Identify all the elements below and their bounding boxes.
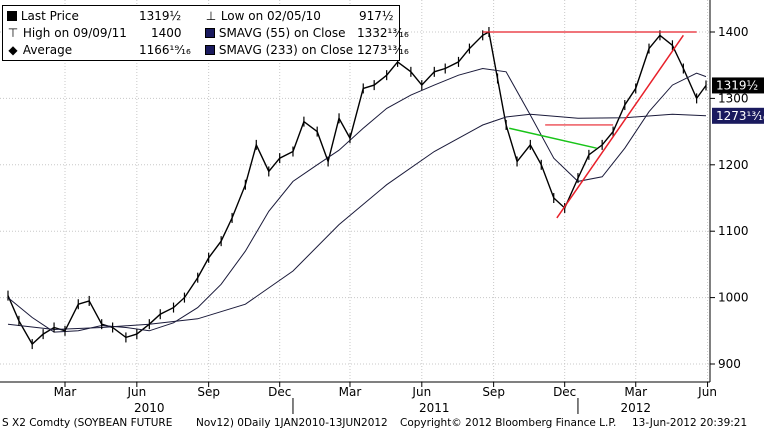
legend-label: Average — [22, 43, 73, 57]
high-marker-icon: ⊤ — [7, 26, 19, 40]
legend-label: Last Price — [20, 9, 79, 23]
legend: Last Price 1319½ ⊤ High on 09/09/11 1400… — [2, 5, 409, 61]
x-tick-label: Dec — [268, 385, 291, 399]
y-tick-label: 1100 — [718, 224, 749, 238]
footer-timestamp: 13-Jun-2012 20:39:21 — [632, 417, 748, 429]
price-flags: 1319½ 1273¹³⁄₁₆ — [712, 77, 764, 124]
x-tick-label: Jun — [126, 385, 146, 399]
last-price-flag — [712, 77, 764, 94]
legend-label: High on 09/09/11 — [22, 26, 127, 40]
y-axis: 900 1000 1100 1200 1300 1400 — [710, 25, 749, 371]
y-tick-label: 1000 — [718, 291, 749, 305]
footer-contract: Nov12) 0Daily 1JAN2010-13JUN2012 — [196, 417, 388, 429]
y-tick-label: 1200 — [718, 158, 749, 172]
footer-copyright: Copyright© 2012 Bloomberg Finance L.P. — [400, 417, 617, 429]
x-tick-label: Mar — [624, 385, 647, 399]
x-tick-label: Mar — [339, 385, 362, 399]
smavg233-flag-label: 1273¹³⁄₁₆ — [716, 109, 764, 123]
x-tick-label: Sep — [482, 385, 505, 399]
footer-ticker: S X2 Comdty (SOYBEAN FUTURE — [2, 417, 173, 429]
legend-item-average: ◆ Average — [7, 42, 72, 58]
last-price-swatch — [7, 11, 17, 21]
x-tick-label: Sep — [197, 385, 220, 399]
x-tick-label: Jun — [697, 385, 717, 399]
last-price-flag-label: 1319½ — [716, 78, 758, 92]
year-label: 2010 — [134, 401, 165, 415]
legend-item-smavg55: SMAVG (55) on Close — [205, 25, 345, 41]
uptrend-line — [556, 34, 684, 219]
year-separators — [292, 398, 579, 414]
smavg55-swatch — [205, 28, 215, 38]
x-tick-label: Dec — [553, 385, 576, 399]
smavg55-line — [7, 67, 707, 333]
x-tick-label: Mar — [54, 385, 77, 399]
smavg233-flag — [712, 107, 764, 124]
downtrend-line — [509, 127, 597, 149]
year-label: 2011 — [419, 401, 450, 415]
legend-item-last-price: Last Price — [7, 8, 79, 24]
legend-item-low: ⊥ Low on 02/05/10 — [205, 8, 321, 24]
grid-lines — [0, 0, 710, 382]
x-axis: Mar Jun Sep Dec Mar Jun Sep Dec Mar Jun 2010 2011 20… — [54, 382, 717, 415]
smavg233-swatch — [205, 45, 215, 55]
average-marker-icon: ◆ — [8, 43, 18, 57]
annotations-layer — [482, 31, 697, 219]
legend-label: SMAVG (55) on Close — [218, 26, 346, 40]
year-label: 2012 — [620, 401, 651, 415]
x-tick-label: Jun — [411, 385, 431, 399]
series-layer — [7, 27, 707, 350]
legend-value: 1166¹⁹⁄₁₆ — [139, 43, 191, 57]
legend-item-smavg233: SMAVG (233) on Close — [205, 42, 353, 58]
smavg233-line — [7, 113, 707, 331]
low-marker-icon: ⊥ — [205, 9, 217, 23]
legend-value: 1319½ — [139, 9, 182, 23]
y-tick-label: 900 — [718, 357, 741, 371]
legend-value: 1332¹³⁄₁₆ — [357, 26, 409, 40]
legend-value: 1400 — [151, 26, 182, 40]
legend-label: SMAVG (233) on Close — [218, 43, 354, 57]
legend-value: 917½ — [359, 9, 394, 23]
legend-item-high: ⊤ High on 09/09/11 — [7, 25, 127, 41]
legend-label: Low on 02/05/10 — [220, 9, 321, 23]
plot-background — [0, 0, 710, 382]
y-tick-label: 1300 — [718, 91, 749, 105]
y-tick-label: 1400 — [718, 25, 749, 39]
chart-footer: S X2 Comdty (SOYBEAN FUTURE Nov12) 0Dail… — [0, 414, 764, 432]
legend-value: 1273¹³⁄₁₆ — [357, 43, 409, 57]
